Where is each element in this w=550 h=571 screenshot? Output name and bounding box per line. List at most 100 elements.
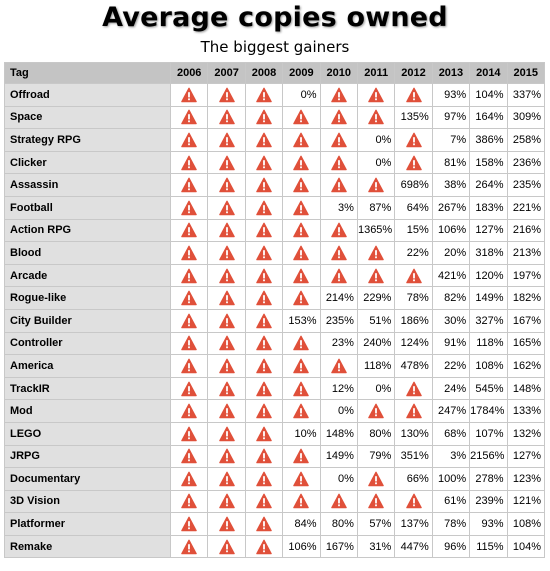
value-cell: 10% — [282, 421, 321, 446]
value-cell: 236% — [506, 150, 546, 175]
warning-triangle-icon — [256, 335, 272, 351]
missing-value-cell — [282, 399, 321, 423]
warning-triangle-icon — [293, 290, 310, 306]
value-cell: 0% — [356, 128, 396, 152]
table-row: 3D Vision 61% 239% 121% — [4, 489, 546, 514]
missing-value-cell — [356, 489, 396, 514]
value-cell: 0% — [356, 376, 396, 401]
value-cell: 130% — [394, 421, 433, 446]
warning-triangle-icon — [293, 222, 310, 238]
missing-value-cell — [207, 444, 246, 469]
warning-triangle-icon — [330, 109, 347, 125]
missing-value-cell — [244, 444, 284, 469]
missing-value-cell — [356, 399, 396, 423]
value-cell: 182% — [506, 286, 546, 310]
value-cell: 121% — [506, 489, 546, 514]
warning-triangle-icon — [181, 200, 197, 215]
warning-triangle-icon — [293, 335, 310, 351]
warning-triangle-icon — [368, 471, 384, 487]
value-cell: 153% — [282, 308, 321, 333]
missing-value-cell — [319, 218, 358, 243]
warning-triangle-icon — [256, 448, 272, 464]
missing-value-cell — [282, 354, 321, 378]
chart-title: Average copies owned — [102, 2, 448, 33]
missing-value-cell — [207, 83, 246, 107]
missing-value-cell — [244, 512, 284, 536]
value-cell: 81% — [431, 150, 471, 175]
warning-triangle-icon — [218, 245, 235, 261]
value-cell: 213% — [506, 241, 546, 265]
missing-value-cell — [282, 241, 321, 265]
warning-triangle-icon — [368, 177, 384, 193]
value-cell: 0% — [319, 399, 358, 423]
table-row: Space 135% 97% 164% 309% — [4, 105, 546, 130]
warning-triangle-icon — [256, 381, 272, 396]
value-cell: 0% — [319, 467, 358, 491]
value-cell: 127% — [469, 218, 508, 243]
missing-value-cell — [169, 421, 209, 446]
value-cell: 229% — [356, 286, 396, 310]
missing-value-cell — [169, 512, 209, 536]
missing-value-cell — [244, 83, 284, 107]
warning-triangle-icon — [181, 155, 197, 170]
warning-triangle-icon — [218, 403, 235, 419]
missing-value-cell — [244, 308, 284, 333]
row-tag-label: Arcade — [4, 263, 171, 288]
missing-value-cell — [356, 173, 396, 197]
column-header-year: 2011 — [356, 62, 396, 84]
warning-triangle-icon — [256, 358, 272, 374]
value-cell: 82% — [431, 286, 471, 310]
value-cell: 61% — [431, 489, 471, 514]
missing-value-cell — [319, 354, 358, 378]
warning-triangle-icon — [256, 177, 272, 193]
missing-value-cell — [169, 467, 209, 491]
missing-value-cell — [356, 241, 396, 265]
row-tag-label: Documentary — [4, 467, 171, 491]
row-tag-label: Clicker — [4, 150, 171, 175]
table-row: Remake 106% 167% 31% 447% 96% 115% 104% — [4, 534, 546, 559]
missing-value-cell — [169, 286, 209, 310]
table-row: Documentary 0% 66% 100% 278% 123% — [4, 467, 546, 491]
value-cell: 698% — [394, 173, 433, 197]
missing-value-cell — [207, 105, 246, 130]
warning-triangle-icon — [330, 155, 347, 170]
table-row: Blood 22% 20% 318% 213% — [4, 241, 546, 265]
value-cell: 78% — [431, 512, 471, 536]
warning-triangle-icon — [256, 516, 272, 532]
warning-triangle-icon — [293, 200, 310, 215]
value-cell: 118% — [469, 331, 508, 356]
value-cell: 104% — [506, 534, 546, 559]
value-cell: 309% — [506, 105, 546, 130]
value-cell: 104% — [469, 83, 508, 107]
warning-triangle-icon — [405, 494, 422, 509]
table-row: Arcade 421% 120% 197% — [4, 263, 546, 288]
warning-triangle-icon — [218, 335, 235, 351]
missing-value-cell — [169, 128, 209, 152]
table-row: Mod 0% 247% 1784% 133% — [4, 399, 546, 423]
missing-value-cell — [169, 331, 209, 356]
missing-value-cell — [244, 467, 284, 491]
table-row: TrackIR 12% 0% 24% 545% 148% — [4, 376, 546, 401]
value-cell: 38% — [431, 173, 471, 197]
value-cell: 197% — [506, 263, 546, 288]
missing-value-cell — [356, 83, 396, 107]
table-row: City Builder 153% 235% 51% 186% 30% 327% 167% — [4, 308, 546, 333]
missing-value-cell — [207, 331, 246, 356]
missing-value-cell — [207, 354, 246, 378]
missing-value-cell — [244, 263, 284, 288]
value-cell: 1784% — [469, 399, 508, 423]
missing-value-cell — [244, 399, 284, 423]
row-tag-label: Space — [4, 105, 171, 130]
value-cell: 267% — [431, 195, 471, 220]
warning-triangle-icon — [256, 109, 272, 125]
value-cell: 247% — [431, 399, 471, 423]
table-row: America 118% 478% 22% 108% 162% — [4, 354, 546, 378]
warning-triangle-icon — [405, 381, 422, 396]
missing-value-cell — [207, 195, 246, 220]
missing-value-cell — [282, 263, 321, 288]
warning-triangle-icon — [368, 403, 384, 419]
warning-triangle-icon — [256, 539, 272, 554]
table-body: Offroad 0% 93% 104% 337% Space 135% 97% 164% 309%… — [4, 83, 546, 559]
value-cell: 127% — [506, 444, 546, 469]
value-cell: 108% — [506, 512, 546, 536]
